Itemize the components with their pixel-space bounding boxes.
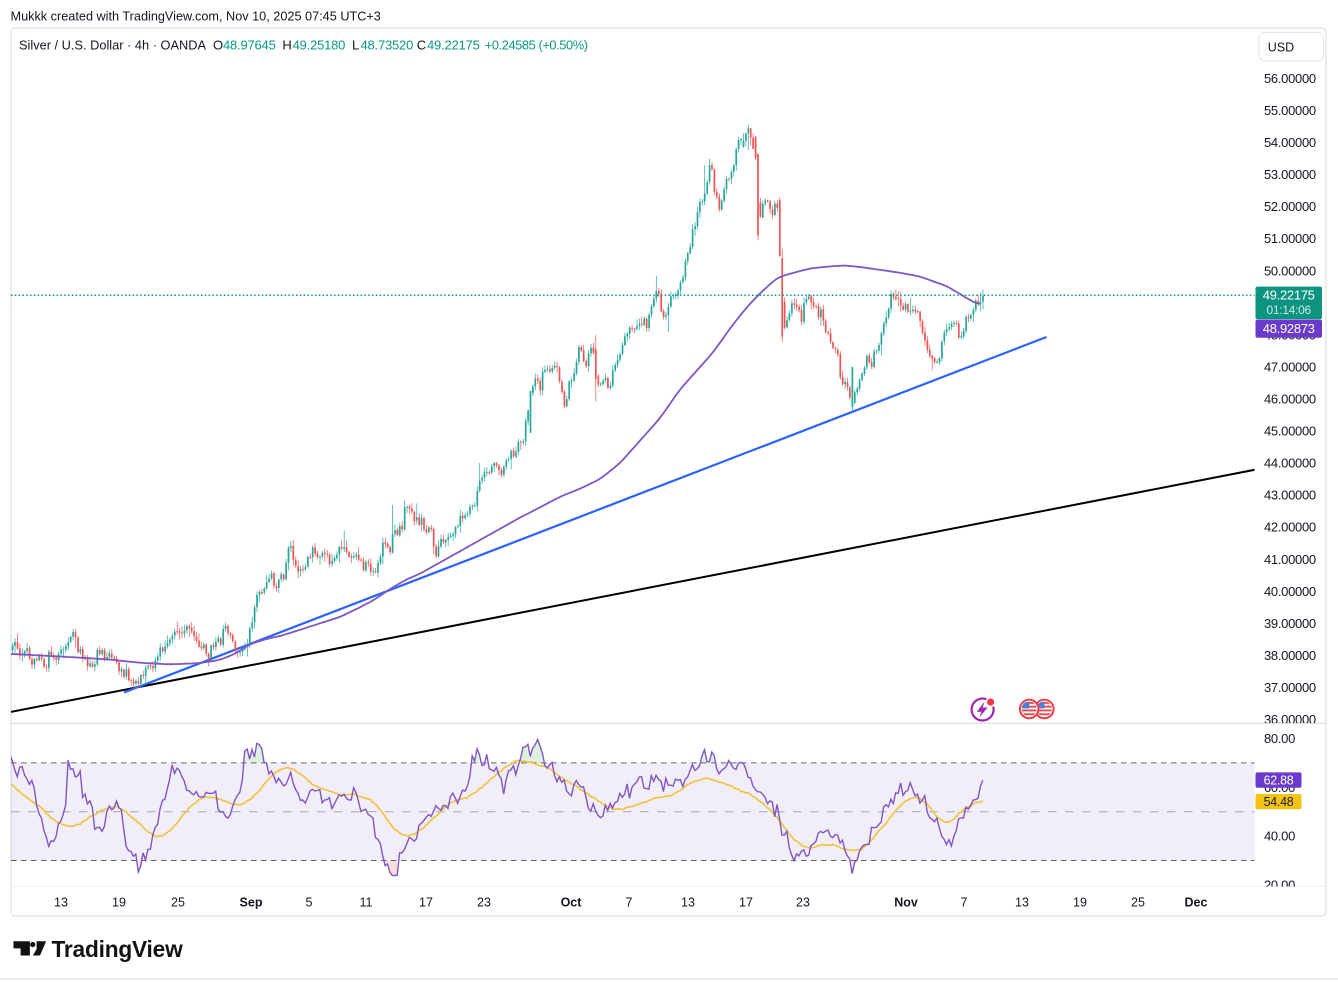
svg-text:52.00000: 52.00000 [1264,199,1316,214]
svg-text:36.00000: 36.00000 [1264,712,1316,727]
svg-text:40.00000: 40.00000 [1264,584,1316,599]
svg-text:49.22175: 49.22175 [427,38,480,53]
svg-text:45.00000: 45.00000 [1264,424,1316,439]
svg-text:Silver / U.S. Dollar · 4h · OA: Silver / U.S. Dollar · 4h · OANDA [19,38,206,53]
svg-text:TradingView: TradingView [52,936,184,962]
svg-text:47.00000: 47.00000 [1264,359,1316,374]
svg-text:Sep: Sep [240,896,263,910]
svg-text:50.00000: 50.00000 [1264,263,1316,278]
svg-text:5: 5 [306,896,313,910]
svg-text:17: 17 [419,896,433,910]
svg-text:25: 25 [1131,896,1145,910]
svg-text:13: 13 [1015,896,1029,910]
svg-text:48.73520: 48.73520 [361,38,414,53]
svg-text:43.00000: 43.00000 [1264,488,1316,503]
svg-text:O: O [213,38,223,53]
svg-text:42.00000: 42.00000 [1264,520,1316,535]
svg-text:23: 23 [477,896,491,910]
svg-text:56.00000: 56.00000 [1264,71,1316,86]
svg-text:H: H [282,38,291,53]
svg-text:Oct: Oct [561,896,583,910]
svg-text:17: 17 [739,896,753,910]
svg-text:40.00: 40.00 [1264,829,1295,844]
svg-text:49.25180: 49.25180 [293,38,346,53]
svg-text:53.00000: 53.00000 [1264,167,1316,182]
svg-text:48.97645: 48.97645 [223,38,276,53]
svg-text:46.00000: 46.00000 [1264,392,1316,407]
svg-text:44.00000: 44.00000 [1264,456,1316,471]
svg-text:20.00: 20.00 [1264,877,1295,892]
svg-text:USD: USD [1268,41,1294,55]
svg-text:L: L [352,38,359,53]
svg-text:Dec: Dec [1185,896,1208,910]
svg-text:80.00: 80.00 [1264,731,1295,746]
svg-text:62.88: 62.88 [1264,773,1294,787]
svg-text:51.00000: 51.00000 [1264,231,1316,246]
svg-text:38.00000: 38.00000 [1264,648,1316,663]
svg-text:7: 7 [626,896,633,910]
svg-text:19: 19 [112,896,126,910]
svg-text:Mukkk created with TradingView: Mukkk created with TradingView.com, Nov … [11,10,381,24]
svg-text:01:14:06: 01:14:06 [1267,303,1312,317]
svg-text:55.00000: 55.00000 [1264,103,1316,118]
svg-text:37.00000: 37.00000 [1264,680,1316,695]
svg-text:7: 7 [961,896,968,910]
svg-text:23: 23 [796,896,810,910]
svg-text:39.00000: 39.00000 [1264,616,1316,631]
svg-text:41.00000: 41.00000 [1264,552,1316,567]
svg-text:54.00000: 54.00000 [1264,135,1316,150]
svg-text:49.22175: 49.22175 [1263,288,1315,303]
svg-text:25: 25 [171,896,185,910]
svg-text:11: 11 [360,896,373,910]
svg-text:+0.24585 (+0.50%): +0.24585 (+0.50%) [485,38,588,53]
svg-text:54.48: 54.48 [1264,795,1294,809]
svg-text:Nov: Nov [894,896,918,910]
svg-text:13: 13 [681,896,695,910]
svg-text:48.92873: 48.92873 [1263,321,1315,336]
svg-text:C: C [417,38,426,53]
svg-text:13: 13 [54,896,68,910]
svg-text:19: 19 [1073,896,1087,910]
